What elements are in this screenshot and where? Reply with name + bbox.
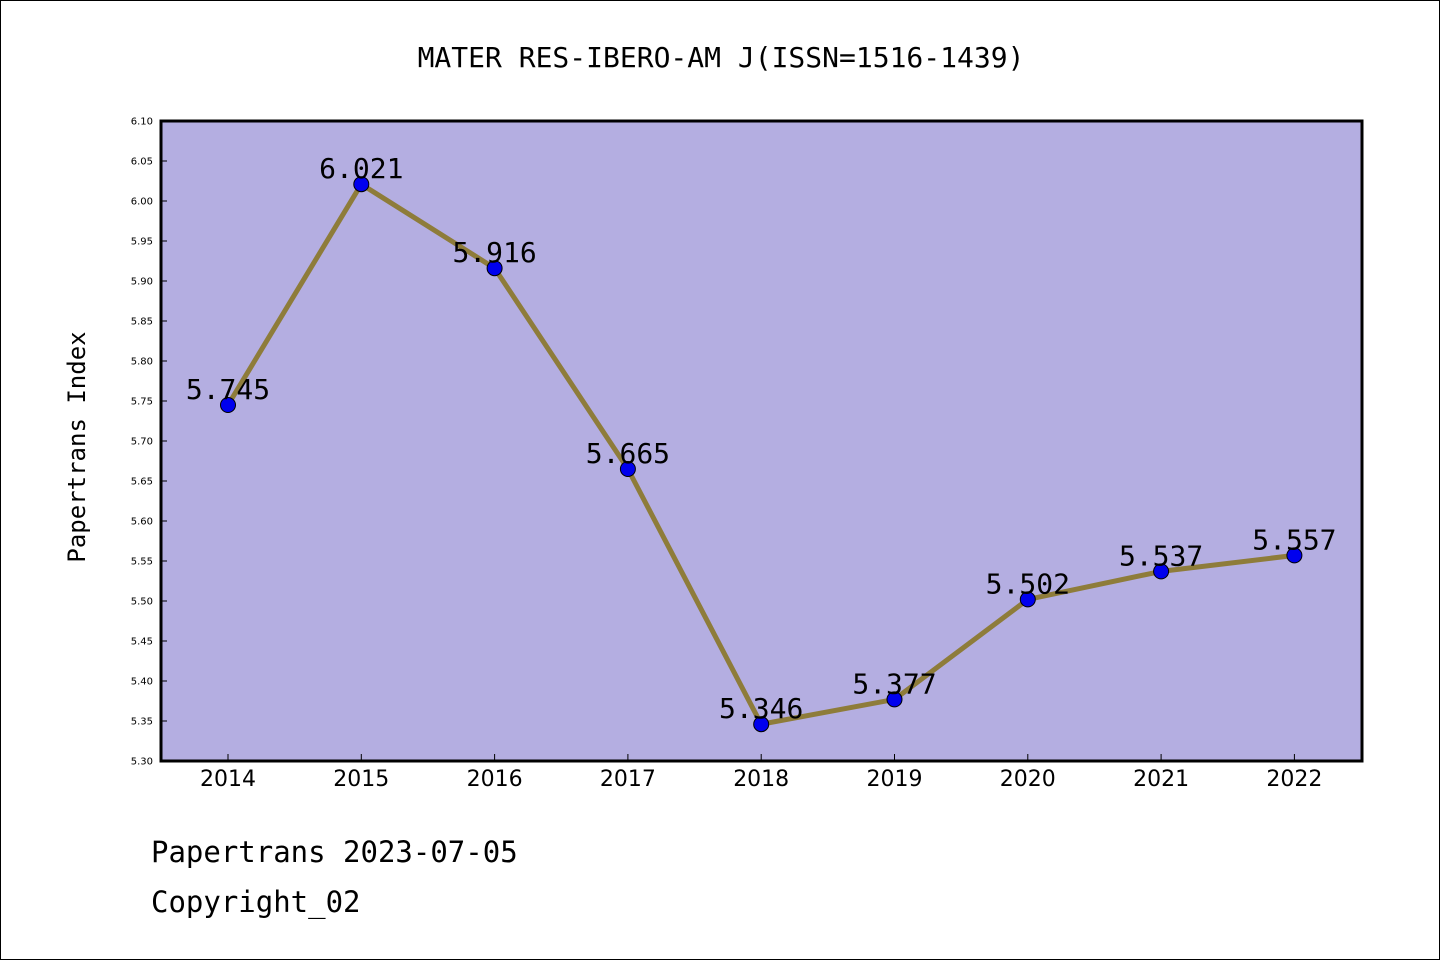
y-tick-label: 5.35 [131, 717, 153, 728]
data-labels-group: 5.745 6.021 5.916 5.665 5.346 5.377 5.502 5.537… [186, 152, 1337, 725]
y-tick-label: 5.45 [131, 637, 153, 648]
data-point [619, 461, 636, 477]
y-tick-label: 5.80 [131, 357, 153, 368]
y-tick-label: 5.60 [131, 517, 153, 528]
y-tick-label: 6.00 [131, 197, 153, 208]
data-label: 6.021 [319, 152, 403, 185]
y-axis: 5.30 5.35 5.40 5.45 5.50 5.55 5.60 5.65 5.70 5.75… [131, 117, 167, 768]
x-tick-label: 2015 [333, 767, 389, 792]
plot-area [161, 121, 1362, 761]
chart-title: MATER RES-IBERO-AM J(ISSN=1516-1439) [418, 41, 1025, 74]
data-label: 5.557 [1252, 523, 1336, 556]
y-tick-label: 5.75 [131, 397, 153, 408]
y-tick-label: 5.65 [131, 477, 153, 488]
x-tick-label: 2020 [1000, 767, 1056, 792]
x-tick-label: 2014 [200, 767, 256, 792]
data-point [1019, 591, 1036, 608]
data-label: 5.346 [719, 692, 803, 725]
y-tick-label: 5.55 [131, 557, 153, 568]
y-tick-label: 5.50 [131, 597, 153, 608]
y-tick-label: 5.30 [131, 757, 153, 768]
data-point [1286, 547, 1303, 564]
y-tick-label: 5.85 [131, 317, 153, 328]
y-tick-label: 5.70 [131, 437, 153, 448]
data-point [486, 260, 503, 277]
x-tick-label: 2022 [1266, 767, 1322, 792]
data-label: 5.745 [186, 373, 270, 406]
data-point [1153, 563, 1170, 580]
x-tick-label: 2018 [733, 767, 789, 792]
data-label: 5.665 [586, 437, 670, 470]
data-point [753, 716, 770, 733]
x-tick-label: 2021 [1133, 767, 1189, 792]
footer-copyright: Copyright_02 [151, 885, 361, 919]
x-tick-label: 2016 [467, 767, 523, 792]
y-tick-label: 6.05 [131, 157, 153, 168]
data-point [886, 691, 903, 708]
x-tick-label: 2017 [600, 767, 656, 792]
data-label: 5.537 [1119, 539, 1203, 572]
footer-date: Papertrans 2023-07-05 [151, 835, 518, 869]
y-axis-label: Papertrans Index [63, 331, 91, 562]
plot-border [159, 119, 1364, 763]
x-axis: 2014 2015 2016 2017 2018 2019 2020 2021 2022 [200, 754, 1322, 792]
x-tick-label: 2019 [867, 767, 923, 792]
data-label: 5.377 [852, 667, 936, 700]
y-tick-label: 5.90 [131, 277, 153, 288]
data-label: 5.502 [986, 567, 1070, 600]
y-tick-label: 5.40 [131, 677, 153, 688]
series-points-group [220, 176, 1303, 733]
data-point [353, 176, 370, 193]
y-tick-label: 6.10 [131, 117, 153, 128]
y-tick-label: 5.95 [131, 237, 153, 248]
data-point [220, 397, 236, 413]
data-label: 5.916 [452, 236, 536, 269]
